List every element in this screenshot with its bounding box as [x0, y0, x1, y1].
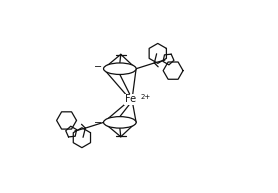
Ellipse shape	[103, 63, 136, 74]
Ellipse shape	[103, 117, 136, 128]
Text: Fe: Fe	[125, 94, 136, 104]
Text: 2+: 2+	[140, 94, 151, 101]
Text: −: −	[94, 62, 102, 72]
Text: −: −	[94, 118, 102, 128]
